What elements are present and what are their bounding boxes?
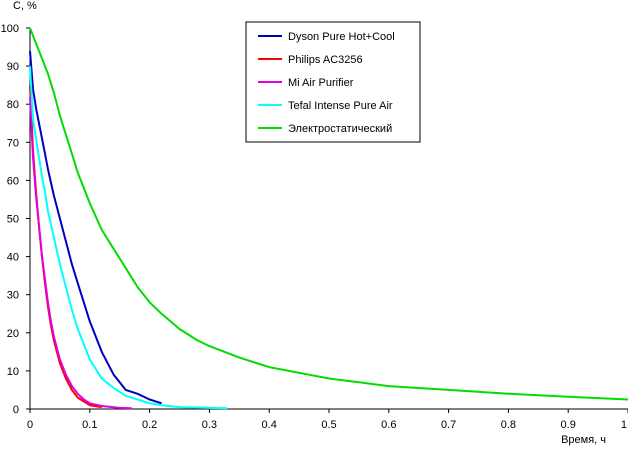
y-axis-title: С, % [13,0,37,12]
x-tick-label: 0.2 [142,419,157,431]
legend: Dyson Pure Hot+Cool Philips AC3256 Mi Air … [245,21,421,143]
x-tick-label: 0.7 [441,419,456,431]
y-tick-label: 90 [7,61,19,73]
y-tick-label: 0 [13,404,19,416]
x-tick-label: 0.1 [82,419,97,431]
legend-label: Mi Air Purifier [288,77,354,89]
legend-label: Philips AC3256 [288,54,363,66]
legend-label: Tefal Intense Pure Air [288,100,393,112]
y-axis-ticks: 0 10 20 30 40 50 60 70 80 90 100 [1,23,30,416]
legend-items: Dyson Pure Hot+Cool Philips AC3256 Mi Air … [258,31,395,135]
y-tick-label: 40 [7,252,19,264]
x-tick-label: 0.6 [381,419,396,431]
x-tick-label: 0.8 [501,419,516,431]
y-tick-label: 70 [7,137,19,149]
legend-label: Dyson Pure Hot+Cool [288,31,395,43]
x-tick-label: 0 [27,419,33,431]
y-tick-label: 30 [7,290,19,302]
y-tick-label: 50 [7,214,19,226]
series-lines [29,27,628,410]
x-tick-label: 1 [621,419,627,431]
x-tick-label: 0.9 [561,419,576,431]
y-tick-label: 100 [1,23,19,35]
series-line-3 [29,96,132,410]
x-tick-label: 0.4 [262,419,277,431]
y-tick-label: 60 [7,175,19,187]
x-axis-title: Время, ч [561,434,606,446]
x-tick-label: 0.3 [202,419,217,431]
y-tick-label: 10 [7,366,19,378]
series-line-5 [29,27,628,401]
x-tick-label: 0.5 [321,419,336,431]
series-line-4 [29,66,228,410]
y-tick-label: 80 [7,99,19,111]
y-tick-label: 20 [7,328,19,340]
legend-label: Электростатический [288,123,392,135]
series-line-1 [29,50,162,405]
x-axis-ticks: 0 0.1 0.2 0.3 0.4 0.5 0.6 0.7 0.8 0.9 1 [27,409,628,431]
